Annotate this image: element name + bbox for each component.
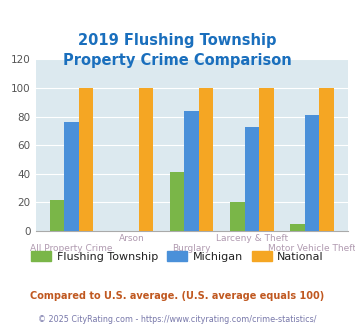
Legend: Flushing Township, Michigan, National: Flushing Township, Michigan, National [27, 247, 328, 267]
Text: Compared to U.S. average. (U.S. average equals 100): Compared to U.S. average. (U.S. average … [31, 291, 324, 301]
Bar [185, 111, 199, 231]
Bar [319, 88, 334, 231]
Bar [170, 172, 185, 231]
Bar [78, 88, 93, 231]
Text: © 2025 CityRating.com - https://www.cityrating.com/crime-statistics/: © 2025 CityRating.com - https://www.city… [38, 315, 317, 324]
Bar [230, 202, 245, 231]
Bar [64, 122, 78, 231]
Bar [305, 115, 319, 231]
Bar [290, 224, 305, 231]
Bar [245, 127, 259, 231]
Bar [50, 200, 64, 231]
Bar [199, 88, 213, 231]
Text: 2019 Flushing Township
Property Crime Comparison: 2019 Flushing Township Property Crime Co… [63, 33, 292, 68]
Bar [139, 88, 153, 231]
Bar [259, 88, 274, 231]
